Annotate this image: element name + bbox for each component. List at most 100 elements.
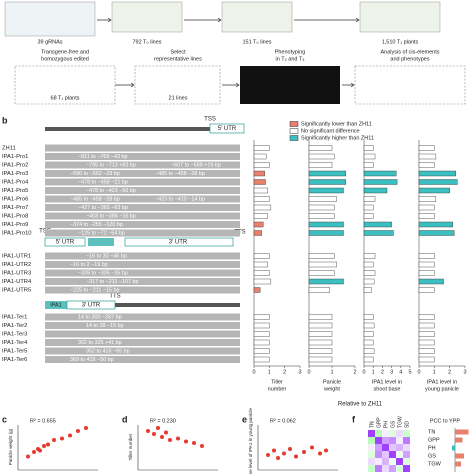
bar xyxy=(253,230,262,236)
x-tick-label: 3 xyxy=(390,369,393,375)
row-label: IPA1-UTR4 xyxy=(2,279,32,285)
deletion-label: −485 to −458 −28 bp xyxy=(155,171,205,177)
heatmap-cell xyxy=(368,437,375,444)
bar xyxy=(308,339,333,346)
bar xyxy=(308,213,335,219)
bar xyxy=(308,204,335,211)
arrow-head xyxy=(107,17,360,88)
step-count: 21 lines xyxy=(169,95,188,101)
pcc-bar xyxy=(455,429,469,435)
column-label: shoot base xyxy=(374,386,401,392)
deletion-label: −478 to −423 −56 bp xyxy=(86,188,136,194)
step-box xyxy=(111,1,183,33)
deletion-label: −403 to −388 −16 bp xyxy=(86,213,136,219)
point xyxy=(60,436,64,441)
heatmap-cell xyxy=(396,451,403,458)
bar xyxy=(363,187,388,194)
x-tick-label: 2 xyxy=(283,369,286,375)
bar xyxy=(308,187,344,194)
heatmap-label: GPP xyxy=(376,417,382,428)
bar xyxy=(363,213,374,219)
bar xyxy=(308,253,335,259)
heatmap-label: SD xyxy=(404,421,410,428)
sequence-bar xyxy=(45,195,240,203)
heatmap-cell xyxy=(403,451,410,458)
step-count: 68 T₁ plants xyxy=(51,95,80,101)
sequence-bar xyxy=(45,144,240,152)
row-label: IPA1-Pro5 xyxy=(2,188,28,194)
point xyxy=(176,436,180,441)
sequence-bar xyxy=(45,261,240,268)
heatmap-cell xyxy=(375,430,382,437)
deletion-label: 14 to 28 −15 bp xyxy=(86,323,124,329)
heatmap-cell xyxy=(389,437,396,444)
sequence-bar xyxy=(45,161,240,169)
deletion-label: −427 to −365 −63 bp xyxy=(78,205,128,211)
tts-label: TTS xyxy=(109,294,120,300)
row-label: IPA1-Pro10 xyxy=(2,231,32,237)
step-label: and phenotypes xyxy=(390,56,429,62)
heatmap-cell xyxy=(382,430,389,437)
bar xyxy=(418,204,435,211)
x-tick-label: 2 xyxy=(448,369,451,375)
bar xyxy=(363,230,394,236)
bar xyxy=(308,331,333,337)
row-label: IPA1-Pro6 xyxy=(2,197,28,203)
promoter xyxy=(45,127,210,131)
bar xyxy=(418,339,435,346)
x-tick-label: 0 xyxy=(307,369,310,375)
gene-box xyxy=(45,301,67,309)
sequence-bar xyxy=(45,269,240,277)
sequence-bar xyxy=(45,313,240,321)
step-box xyxy=(359,1,441,33)
x-tick-label: 4 xyxy=(399,369,402,375)
row-label: ZH11 xyxy=(2,146,16,152)
bar xyxy=(253,356,270,363)
point xyxy=(310,445,314,450)
column-label: weight xyxy=(323,386,340,392)
sequence-bar xyxy=(45,286,240,294)
x-tick-label: 0 xyxy=(252,369,255,375)
deletion-label: −478 to −458 −21 bp xyxy=(78,179,128,185)
pcc-label: PH xyxy=(428,445,436,451)
step-count: 151 T₀ lines xyxy=(242,39,271,45)
heatmap-cell xyxy=(375,465,382,472)
step-label: Transgene-free and xyxy=(41,49,89,55)
heatmap-cell xyxy=(368,465,375,472)
row-label: IPA1-Pro2 xyxy=(2,163,28,169)
bar xyxy=(253,331,270,337)
heatmap-cell xyxy=(403,430,410,437)
bar xyxy=(363,261,374,268)
x-tick-label: 0 xyxy=(417,369,420,375)
bar xyxy=(253,196,270,202)
bar xyxy=(253,253,270,259)
deletion-label: −339 to −305 −35 bp xyxy=(78,270,128,276)
heatmap-cell xyxy=(382,465,389,472)
heatmap-cell xyxy=(375,458,382,465)
point xyxy=(52,438,56,442)
point xyxy=(146,429,150,433)
row-label: IPA1-Pro4 xyxy=(2,180,29,186)
bar xyxy=(253,170,265,177)
deletion-label: −16 to 30 −46 bp xyxy=(86,253,127,259)
bar xyxy=(308,145,333,151)
bar xyxy=(308,270,335,276)
terminator xyxy=(115,303,240,307)
bar xyxy=(253,348,270,354)
row-label: IPA1-Pro9 xyxy=(2,222,28,228)
point xyxy=(156,426,160,430)
bar xyxy=(308,170,346,177)
utr-box xyxy=(209,123,245,134)
panel-label: e xyxy=(242,414,247,424)
point xyxy=(38,448,42,453)
x-tick-label: 5 xyxy=(408,369,411,375)
bar xyxy=(418,187,450,194)
heatmap-cell xyxy=(389,458,396,465)
x-tick-label: 1 xyxy=(330,369,333,375)
deletion-label: −423 to −410 −14 bp xyxy=(155,196,205,202)
point xyxy=(288,447,292,451)
sequence-bar xyxy=(45,204,240,211)
bar xyxy=(418,162,435,168)
heatmap-cell xyxy=(403,437,410,444)
